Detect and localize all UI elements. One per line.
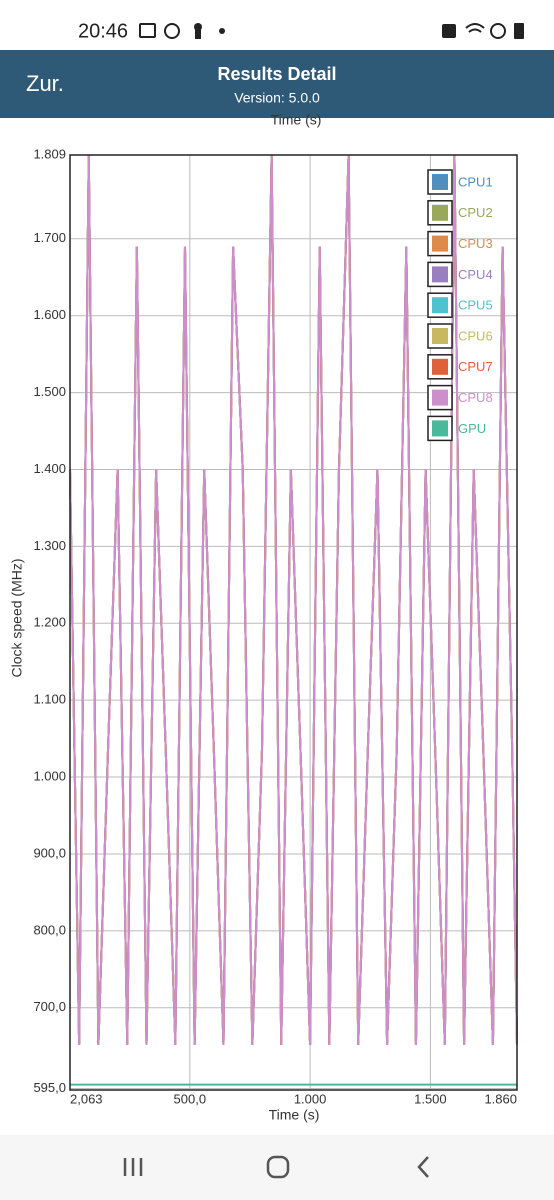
status-icons [139,23,524,39]
legend-swatch [432,204,448,221]
legend-swatch [432,235,448,252]
y-tick-label: 800,0 [33,922,66,937]
nav-icons [123,1155,429,1179]
x-tick-label: 1.000 [294,1091,327,1106]
y-tick-label: 1.200 [33,615,66,630]
legend-swatch [432,358,448,375]
y-tick-label: 1.100 [33,692,66,707]
y-tick-label: 1.500 [33,384,66,399]
y-tick-label: 1.600 [33,307,66,322]
x-tick-label: 2,063 [70,1091,103,1106]
legend-label: GPU [458,421,486,436]
legend-label: CPU1 [458,174,493,189]
y-tick-label: 1.700 [33,230,66,245]
app-header [0,50,554,118]
legend-swatch [432,420,448,437]
y-tick-label: 1.300 [33,538,66,553]
legend-label: CPU7 [458,359,493,374]
legend-swatch [432,297,448,314]
chart: Time (s) Time (s) Clock speed (MHz) 595,0 70… [9,112,518,1123]
y-tick-label: 1.809 [33,146,66,161]
plot-frame [69,154,518,1091]
nav-back[interactable] [417,1156,429,1178]
top-axis-label: Time (s) [271,112,322,128]
header-title: Results Detail [217,64,336,84]
header-subtitle: Version: 5.0.0 [234,90,320,106]
legend-label: CPU3 [458,236,493,251]
status-bar [0,0,554,50]
x-tick-label: 500,0 [174,1091,207,1106]
y-tick-label: 1.400 [33,461,66,476]
series-line [69,154,518,1045]
legend-label: CPU8 [458,390,493,405]
legend-label: CPU6 [458,328,493,343]
y-axis-label: Clock speed (MHz) [9,558,25,677]
nav-home[interactable] [266,1155,290,1179]
legend-swatch [432,389,448,406]
legend-label: CPU5 [458,298,493,313]
y-tick-label: 595,0 [33,1080,66,1095]
x-tick-label: 1.500 [414,1091,447,1106]
nav-bar [0,1135,554,1200]
legend-swatch [432,328,448,344]
legend-swatch [432,266,448,283]
y-tick-label: 700,0 [33,999,66,1014]
nav-recent[interactable] [123,1158,143,1176]
legend-label: CPU2 [458,205,493,220]
back-button[interactable]: Zur. [26,71,64,96]
legend-label: CPU4 [458,267,493,282]
y-tick-label: 900,0 [33,845,66,860]
y-tick-label: 1.000 [33,768,66,783]
legend-swatch [432,174,448,190]
x-axis-label: Time (s) [269,1107,320,1123]
status-time: 20:46 [78,20,128,42]
x-tick-label: 1.860 [484,1091,517,1106]
